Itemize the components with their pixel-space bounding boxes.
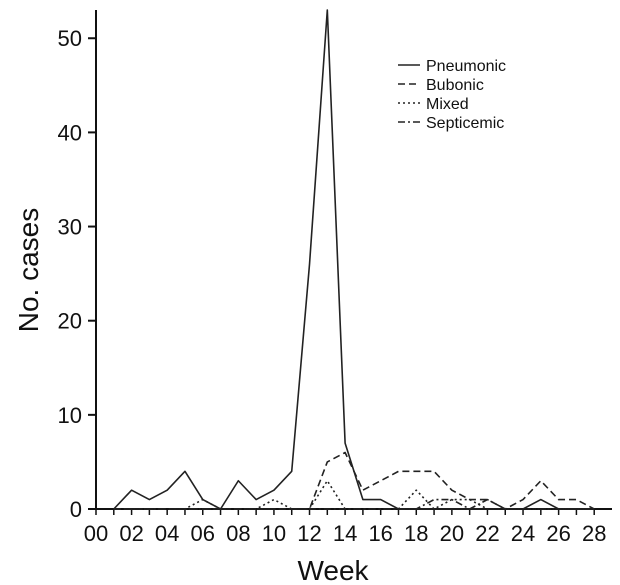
x-tick-label: 12 <box>297 521 321 546</box>
x-tick-label: 10 <box>262 521 286 546</box>
legend-label-pneumonic: Pneumonic <box>426 58 506 75</box>
x-tick-label: 14 <box>333 521 357 546</box>
y-tick-label: 40 <box>58 120 82 145</box>
x-tick-label: 02 <box>119 521 143 546</box>
x-tick-label: 26 <box>546 521 570 546</box>
y-axis-title: No. cases <box>13 208 44 333</box>
x-tick-label: 16 <box>368 521 392 546</box>
legend-label-septicemic: Septicemic <box>426 115 504 132</box>
series-line-pneumonic <box>113 9 595 510</box>
series-line-bubonic <box>113 451 595 510</box>
x-tick-label: 06 <box>191 521 215 546</box>
series-line-mixed <box>113 479 595 510</box>
y-tick-label: 10 <box>58 403 82 428</box>
y-tick-label: 30 <box>58 215 82 240</box>
y-tick-label: 0 <box>70 497 82 522</box>
x-tick-label: 22 <box>475 521 499 546</box>
axes <box>95 10 612 510</box>
x-tick-label: 24 <box>511 521 535 546</box>
x-axis-title: Week <box>297 555 369 585</box>
series-lines <box>113 9 595 510</box>
x-tick-label: 20 <box>440 521 464 546</box>
y-tick-label: 50 <box>58 26 82 51</box>
x-tick-label: 04 <box>155 521 179 546</box>
x-tick-label: 28 <box>582 521 606 546</box>
legend: Pneumonic Bubonic Mixed Septicemic <box>398 58 506 132</box>
legend-label-bubonic: Bubonic <box>426 77 484 94</box>
x-ticks: 00 02 04 06 08 10 12 14 16 18 20 22 24 26 28 <box>84 509 606 546</box>
x-tick-label: 00 <box>84 521 108 546</box>
x-tick-label: 18 <box>404 521 428 546</box>
y-ticks: 0 10 20 30 40 50 <box>58 26 96 522</box>
series-line-septicemic <box>113 498 595 510</box>
x-tick-label: 08 <box>226 521 250 546</box>
y-tick-label: 20 <box>58 309 82 334</box>
legend-label-mixed: Mixed <box>426 96 469 113</box>
